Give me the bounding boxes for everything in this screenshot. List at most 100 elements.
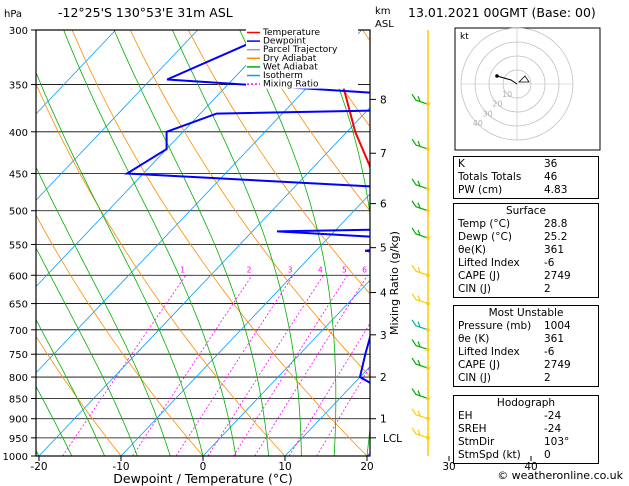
dry-adiabat — [36, 335, 122, 456]
legend-entry: Dry Adiabat — [263, 54, 317, 64]
table-row: Lifted Index -6 — [458, 257, 594, 270]
table-row: StmSpd (kt) 0 — [458, 449, 594, 462]
row-label: EH — [458, 410, 473, 422]
km-tick-label: 6 — [380, 199, 387, 211]
wind-barb — [411, 427, 429, 439]
legend-entry: Dewpoint — [263, 37, 306, 47]
row-label: PW (cm) — [458, 184, 503, 196]
legend-bg — [246, 28, 358, 37]
km-tick-label: 5 — [380, 243, 387, 255]
row-value: 361 — [544, 333, 565, 345]
footer-credit[interactable]: © weatheronline.co.uk — [497, 469, 623, 482]
table-row: Temp (°C) 28.8 — [458, 218, 594, 231]
wind-barb-dot — [426, 347, 430, 352]
x-tick-label: -10 — [112, 461, 129, 473]
pressure-tick-label: 600 — [9, 271, 28, 282]
row-label: Dewp (°C) — [458, 231, 512, 243]
wind-barb — [411, 200, 429, 212]
wind-barb-flag — [417, 95, 421, 102]
wind-barb-dot — [426, 396, 430, 401]
wet-adiabat — [398, 30, 424, 456]
pressure-tick-label: 850 — [9, 394, 28, 405]
legend-bg — [246, 79, 358, 89]
km-tick-label: 1 — [380, 414, 387, 426]
hpa-label: hPa — [4, 9, 22, 20]
wind-barb-flag — [417, 410, 421, 416]
x-tick-label: 30 — [442, 461, 455, 473]
wind-barb — [411, 293, 429, 305]
unstable-box: Most Unstable Pressure (mb) 1004 θe (K) 361… — [453, 305, 599, 387]
table-row: θe (K) 361 — [458, 333, 594, 346]
legend-entry: Parcel Trajectory — [263, 45, 338, 55]
mixing-ratio-line — [316, 366, 370, 456]
legend-bg — [246, 71, 358, 80]
dry-adiabat — [71, 30, 368, 456]
row-value: -6 — [544, 257, 555, 269]
row-value: 103° — [544, 436, 570, 448]
row-value: 2 — [544, 283, 551, 295]
row-label: StmSpd (kt) — [458, 449, 521, 461]
row-label: θe (K) — [458, 333, 490, 345]
wind-barb — [411, 138, 429, 150]
row-label: K — [458, 158, 465, 170]
row-value: -24 — [544, 410, 562, 422]
row-value: 2749 — [544, 359, 571, 371]
table-row: Totals Totals 46 — [458, 171, 594, 184]
mixing-ratio-label: 1 — [180, 265, 185, 274]
wind-barb-flag — [417, 180, 421, 187]
wind-barb-flag — [417, 202, 421, 208]
surface-box: Surface Temp (°C) 28.8 Dewp (°C) 25.2 θe(K) 3… — [453, 203, 599, 298]
km-tick-label: 7 — [380, 148, 387, 160]
isotherm — [36, 30, 198, 201]
row-value: 4.83 — [544, 184, 568, 196]
wind-barb-flag — [417, 341, 421, 347]
hodograph-point — [495, 74, 499, 78]
wet-adiabat — [36, 385, 73, 456]
dry-adiabat — [129, 30, 370, 378]
mixing-ratio-line — [233, 275, 348, 456]
wet-adiabat — [315, 30, 370, 456]
row-value: 1004 — [544, 320, 571, 332]
parcel-trajectory-line — [395, 30, 446, 456]
wind-barb — [411, 93, 429, 105]
row-value: -6 — [544, 346, 555, 358]
row-label: Temp (°C) — [458, 218, 511, 230]
x-axis-label: Dewpoint / Temperature (°C) — [113, 471, 292, 486]
dry-adiabat — [187, 30, 370, 295]
mixing-ratio-label: 6 — [362, 265, 367, 274]
isotherm — [36, 30, 280, 288]
wind-barb-flag — [417, 140, 421, 147]
legend-entry: Temperature — [262, 28, 320, 38]
table-row: K 36 — [458, 158, 594, 171]
x-tick-label: 0 — [200, 461, 207, 473]
row-value: -24 — [544, 423, 562, 435]
x-tick-label: 40 — [524, 461, 537, 473]
mixing-ratio-line — [175, 275, 294, 456]
row-value: 361 — [544, 244, 565, 256]
surface-title: Surface — [505, 205, 546, 217]
x-tick-label: 20 — [360, 461, 373, 473]
row-value: 2749 — [544, 270, 571, 282]
legend-bg — [246, 36, 358, 46]
wind-barb — [411, 178, 429, 190]
wind-barb-flag — [417, 359, 421, 366]
isotherm — [202, 279, 370, 456]
station-title: -12°25'S 130°53'E 31m ASL — [58, 5, 233, 20]
row-value: 0 — [544, 449, 551, 461]
wind-barb-dot — [426, 273, 430, 278]
date-title: 13.01.2021 00GMT (Base: 00) — [408, 5, 596, 20]
table-row: Dewp (°C) 25.2 — [458, 231, 594, 244]
row-value: 2 — [544, 372, 551, 384]
wet-adiabat — [36, 166, 171, 456]
row-label: Lifted Index — [458, 257, 520, 269]
wind-barb — [411, 408, 429, 420]
row-label: CAPE (J) — [458, 270, 501, 282]
mixing-ratio-line — [288, 322, 370, 456]
row-label: CIN (J) — [458, 372, 491, 384]
wind-barb-dot — [426, 236, 430, 240]
x-tick-label: -20 — [30, 461, 47, 473]
dry-adiabat — [246, 30, 370, 212]
wind-barb-dot — [426, 416, 430, 421]
